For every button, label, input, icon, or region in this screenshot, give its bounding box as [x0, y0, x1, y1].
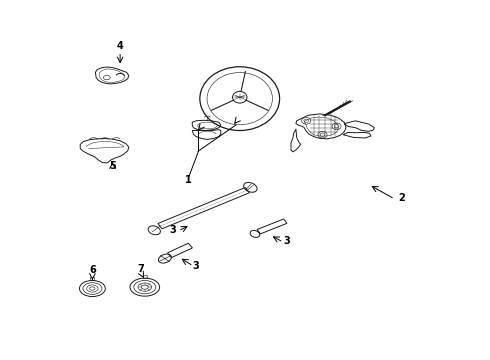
Text: 3: 3: [193, 261, 199, 271]
Text: 5: 5: [109, 161, 116, 171]
Text: 2: 2: [398, 193, 405, 203]
Text: 3: 3: [283, 237, 290, 247]
Text: 1: 1: [185, 175, 192, 185]
Text: 6: 6: [89, 265, 96, 275]
Text: 3: 3: [169, 225, 176, 235]
Text: 4: 4: [117, 41, 123, 51]
Text: 7: 7: [138, 264, 145, 274]
